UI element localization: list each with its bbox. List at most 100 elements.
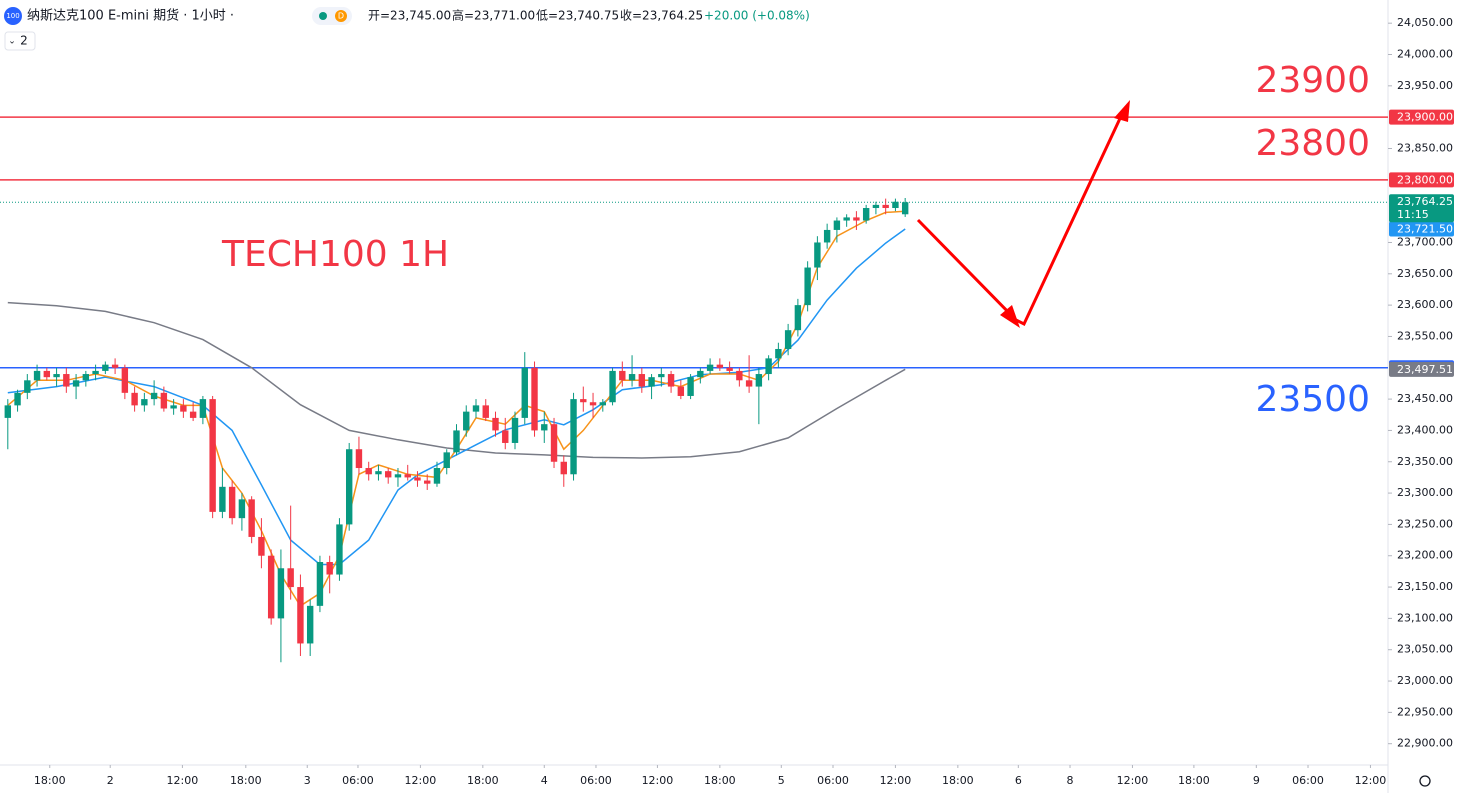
axes: 23900 23800 23500 24,050.00 24,000.00 23,950.… bbox=[34, 16, 1454, 787]
level-annotation: 23900 bbox=[1255, 60, 1370, 101]
candle-body bbox=[833, 220, 841, 230]
ma-price-label: 23,721.50 bbox=[1397, 222, 1453, 235]
candle-body bbox=[853, 217, 860, 221]
x-tick-label: 12:00 bbox=[167, 774, 199, 787]
x-tick-label: 8 bbox=[1067, 774, 1074, 787]
y-tick-label: 23,150.00 bbox=[1397, 580, 1453, 593]
y-tick-label: 23,300.00 bbox=[1397, 486, 1453, 499]
symbol-title[interactable]: 纳斯达克100 E-mini 期货 · 1小时 · bbox=[27, 8, 234, 24]
ma-price-box bbox=[1389, 221, 1454, 237]
candle-body bbox=[306, 605, 314, 644]
forecast-arrow bbox=[916, 100, 1130, 328]
x-tick-label: 06:00 bbox=[817, 774, 849, 787]
candle-body bbox=[219, 486, 226, 512]
ohlc-low: 低=23,740.75 bbox=[536, 9, 619, 23]
candle-body bbox=[550, 424, 558, 462]
candle-body bbox=[755, 374, 763, 387]
candle-body bbox=[580, 399, 587, 403]
level-price-label: 23,800.00 bbox=[1397, 173, 1453, 186]
ohlc-open: 开=23,745.00 bbox=[368, 9, 451, 23]
y-tick-label: 23,400.00 bbox=[1397, 423, 1453, 436]
badge-bg bbox=[335, 10, 347, 22]
candle-body bbox=[677, 386, 685, 396]
candle-body bbox=[170, 405, 177, 409]
y-tick-label: 23,250.00 bbox=[1397, 517, 1453, 530]
candle-body bbox=[794, 305, 802, 331]
candle-body bbox=[72, 380, 80, 387]
candle-body bbox=[541, 424, 548, 431]
candle-body bbox=[726, 367, 733, 371]
candle-body bbox=[394, 474, 402, 478]
moving-average bbox=[7, 301, 906, 459]
x-tick-label: 3 bbox=[304, 774, 311, 787]
candle-body bbox=[882, 204, 889, 209]
candle-body bbox=[443, 452, 450, 469]
candle-body bbox=[258, 536, 265, 556]
x-tick-label: 6 bbox=[1015, 774, 1022, 787]
y-tick-label: 22,900.00 bbox=[1397, 737, 1453, 750]
candle-body bbox=[385, 471, 392, 478]
candle-body bbox=[784, 330, 792, 349]
candle-body bbox=[775, 348, 782, 359]
x-tick-label: 18:00 bbox=[34, 774, 66, 787]
candle-body bbox=[511, 417, 519, 443]
x-tick-label: 4 bbox=[541, 774, 548, 787]
y-tick-label: 22,950.00 bbox=[1397, 705, 1453, 718]
candle-body bbox=[843, 217, 850, 221]
candle-body bbox=[892, 201, 899, 209]
candle-body bbox=[687, 377, 694, 396]
indicator-chevron[interactable]: ⌄ bbox=[8, 37, 16, 47]
level-price-box bbox=[1389, 172, 1454, 188]
candle-body bbox=[658, 374, 665, 378]
candle-body bbox=[560, 461, 567, 475]
candle-body bbox=[804, 267, 811, 306]
candle-body bbox=[4, 405, 12, 418]
x-tick-label: 06:00 bbox=[580, 774, 612, 787]
candle-body bbox=[872, 204, 880, 209]
y-tick-label: 23,050.00 bbox=[1397, 643, 1453, 656]
candle-body bbox=[141, 399, 148, 406]
candle-body bbox=[53, 374, 60, 378]
header: 100 纳斯达克100 E-mini 期货 · 1小时 · D 开=23,745… bbox=[0, 0, 820, 54]
x-tick-label: 12:00 bbox=[1355, 774, 1387, 787]
x-tick-label: 9 bbox=[1253, 774, 1260, 787]
candle-body bbox=[150, 392, 158, 400]
candle-body bbox=[414, 477, 421, 481]
candle-body bbox=[297, 587, 304, 644]
candle-body bbox=[521, 367, 528, 418]
last-price-label: 23,764.25 bbox=[1397, 195, 1453, 208]
x-tick-label: 18:00 bbox=[704, 774, 736, 787]
indicator-count[interactable]: 2 bbox=[20, 34, 28, 48]
candle-body bbox=[716, 364, 724, 368]
candle-body bbox=[33, 370, 41, 381]
candle-body bbox=[463, 411, 470, 431]
symbol-icon bbox=[4, 7, 22, 25]
candle-body bbox=[180, 405, 187, 412]
candle-body bbox=[189, 411, 197, 418]
candle-body bbox=[901, 202, 909, 215]
candle-body bbox=[14, 392, 21, 406]
candle-body bbox=[697, 370, 704, 378]
candle-body bbox=[862, 208, 870, 221]
ohlc-high: 高=23,771.00 bbox=[452, 8, 535, 23]
candle-body bbox=[424, 480, 431, 484]
candle-body bbox=[745, 380, 753, 387]
indicator-toggle[interactable] bbox=[4, 31, 36, 51]
level-annotation: 23500 bbox=[1255, 379, 1370, 420]
candle-body bbox=[736, 370, 743, 381]
ma-price-box bbox=[1389, 361, 1454, 377]
change: +20.00 (+0.08%) bbox=[704, 9, 810, 23]
settings-icon[interactable] bbox=[1419, 775, 1431, 787]
y-tick-label: 23,450.00 bbox=[1397, 392, 1453, 405]
candle-body bbox=[345, 449, 353, 525]
level-annotation: 23800 bbox=[1255, 123, 1370, 164]
candle-body bbox=[667, 374, 675, 387]
candle-body bbox=[492, 417, 499, 431]
candle-body bbox=[453, 430, 460, 453]
arrow-head bbox=[1000, 305, 1020, 328]
header-bg bbox=[0, 0, 820, 54]
y-tick-label: 23,700.00 bbox=[1397, 235, 1453, 248]
x-tick-label: 18:00 bbox=[467, 774, 499, 787]
